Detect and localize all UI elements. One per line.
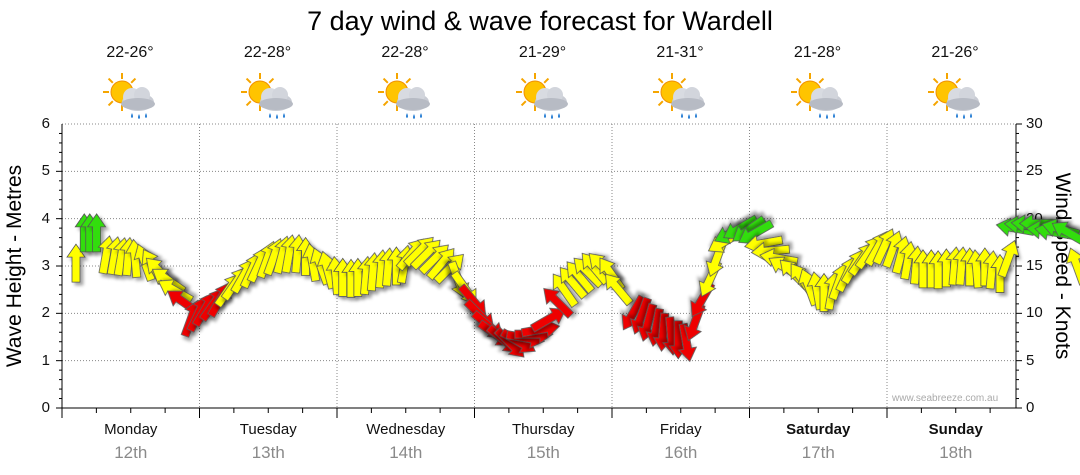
temperature-range-label: 21-29° (518, 44, 567, 61)
chart-title: 7 day wind & wave forecast for Wardell (307, 6, 773, 36)
credit-text: www.seabreeze.com.au (892, 393, 999, 404)
wind-arrow-shape (66, 243, 86, 283)
wind-arrow-point (66, 243, 86, 283)
sun-cloud-showers-icon (240, 72, 300, 126)
day-name-label: Thursday (511, 421, 575, 438)
temperature-range-label: 21-26° (931, 44, 979, 61)
y-left-tick-label: 6 (41, 115, 50, 132)
temperature-range-label: 21-28° (793, 44, 842, 61)
day-date-label: 15th (526, 443, 560, 462)
wind-arrow-point (677, 322, 698, 363)
y-left-tick-label: 2 (41, 304, 50, 322)
day-name-label: Monday (104, 421, 158, 438)
y-left-tick-label: 3 (41, 257, 50, 274)
wind-arrow-point (1051, 221, 1080, 247)
temperature-range-label: 22-28° (381, 44, 429, 61)
wind-arrow-point (529, 307, 567, 333)
sun-cloud-showers-icon (927, 72, 987, 126)
wind-arrow-shape (605, 273, 634, 307)
wind-arrow-point (997, 239, 1020, 279)
y-right-tick-label: 10 (1026, 304, 1043, 322)
y-right-tick-label: 5 (1026, 351, 1035, 369)
wind-arrow-shape (1051, 221, 1080, 247)
wind-arrow-point (605, 273, 634, 307)
sun-cloud-showers-icon (377, 72, 437, 126)
wind-arrow-point (1065, 247, 1080, 286)
temperature-range-label: 22-28° (243, 44, 292, 61)
day-date-label: 18th (939, 443, 973, 462)
day-name-label: Saturday (786, 421, 851, 438)
wind-arrow-shape (1065, 247, 1080, 286)
y-right-tick-label: 0 (1026, 399, 1035, 416)
day-date-label: 13th (251, 443, 285, 462)
sun-cloud-showers-icon (515, 72, 575, 126)
wind-arrow-shape (997, 239, 1020, 279)
y-left-tick-label: 5 (41, 162, 50, 180)
sun-cloud-showers-icon (790, 72, 850, 126)
sun-cloud-showers-icon (652, 72, 712, 126)
wind-arrow-shape (543, 288, 575, 319)
day-name-label: Sunday (928, 421, 983, 438)
day-date-label: 16th (664, 443, 698, 462)
y-right-tick-label: 25 (1026, 162, 1043, 180)
y-right-tick-label: 30 (1026, 115, 1043, 132)
wind-arrow-point (86, 213, 107, 253)
y-left-tick-label: 1 (41, 351, 50, 369)
wind-arrow-shape (677, 322, 698, 363)
y-left-tick-label: 4 (41, 209, 50, 227)
day-name-label: Tuesday (239, 421, 297, 438)
temperature-range-label: 21-31° (656, 44, 704, 61)
y-right-tick-label: 15 (1026, 257, 1043, 274)
day-name-label: Friday (659, 421, 702, 438)
day-date-label: 12th (114, 443, 148, 462)
wind-arrow-shape (529, 307, 567, 333)
temperature-range-label: 22-26° (106, 44, 154, 61)
wind-arrow-shape (86, 213, 107, 253)
y-left-tick-label: 0 (41, 399, 50, 416)
day-date-label: 14th (389, 443, 423, 462)
day-date-label: 17th (801, 443, 835, 462)
wind-arrow-point (543, 288, 575, 319)
day-name-label: Wednesday (366, 421, 446, 438)
sun-cloud-showers-icon (102, 72, 162, 126)
